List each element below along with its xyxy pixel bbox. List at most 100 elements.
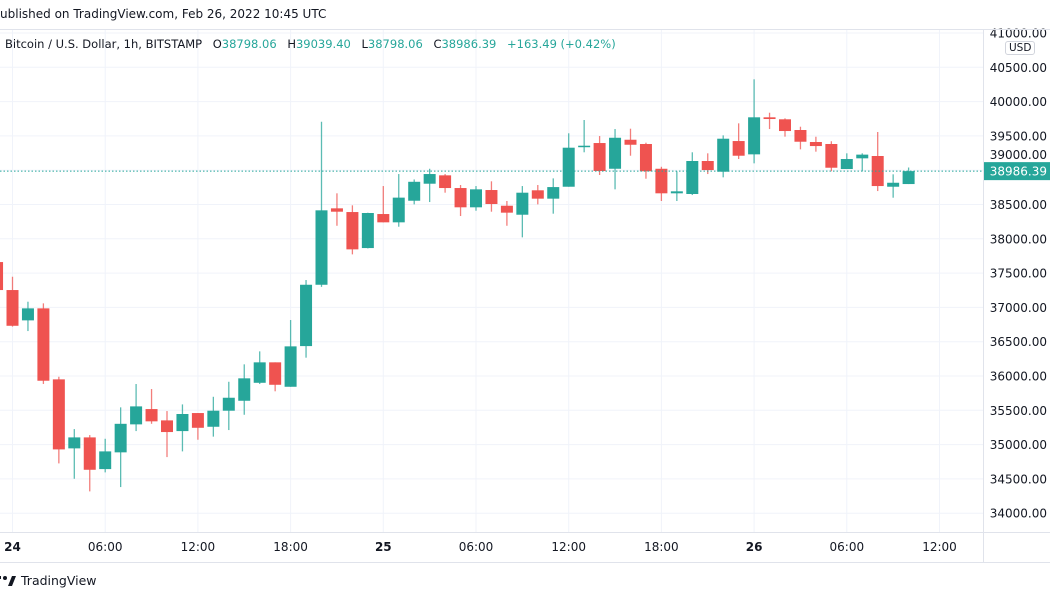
x-tick-label: 24 xyxy=(4,540,21,554)
x-tick-label: 12:00 xyxy=(181,540,216,554)
candle-body xyxy=(99,451,112,470)
candle-down xyxy=(655,166,668,202)
candle-body xyxy=(593,143,606,172)
candle-down xyxy=(377,186,390,223)
candle-body xyxy=(207,410,220,427)
candle-up xyxy=(748,79,761,164)
candle-body xyxy=(52,379,65,450)
candle-body xyxy=(840,159,853,170)
candle-down xyxy=(763,112,776,130)
candle-body xyxy=(763,117,776,120)
candle-body xyxy=(21,308,34,321)
y-tick-label: 37000.00 xyxy=(990,301,1047,315)
candle-down xyxy=(37,303,50,384)
candle-up xyxy=(670,171,683,202)
candle-body xyxy=(37,308,50,381)
divider xyxy=(0,29,1050,30)
candle-body xyxy=(377,214,390,223)
candle-up xyxy=(68,429,81,479)
footer-branding[interactable]: TradingView xyxy=(0,572,97,588)
x-tick-label: 06:00 xyxy=(830,540,865,554)
y-tick-label: 38000.00 xyxy=(990,232,1047,246)
candle-body xyxy=(748,117,761,155)
candle-body xyxy=(423,174,436,184)
candle-body xyxy=(887,182,900,187)
candle-body xyxy=(315,210,328,285)
candle-body xyxy=(624,139,637,145)
candle-body xyxy=(439,175,452,189)
high-value: 39039.40 xyxy=(295,37,351,51)
candle-down xyxy=(6,276,19,327)
candle-body xyxy=(346,212,359,250)
candle-down xyxy=(825,141,838,172)
candle-body xyxy=(562,147,575,187)
x-tick-label: 12:00 xyxy=(551,540,586,554)
candle-down xyxy=(145,389,158,424)
candle-down xyxy=(701,153,714,175)
candle-body xyxy=(871,155,884,187)
candle-body xyxy=(0,262,4,291)
candle-up xyxy=(284,320,297,387)
candle-down xyxy=(52,376,65,464)
candle-body xyxy=(670,191,683,194)
candle-down xyxy=(593,136,606,176)
candle-body xyxy=(176,414,189,432)
x-tick-label: 12:00 xyxy=(922,540,957,554)
x-tick-label: 18:00 xyxy=(273,540,308,554)
candle-body xyxy=(269,362,282,385)
candle-body xyxy=(717,138,730,172)
symbol-legend: Bitcoin / U.S. Dollar, 1h, BITSTAMP O387… xyxy=(5,37,616,51)
candle-body xyxy=(330,208,343,212)
close-value: 38986.39 xyxy=(441,37,497,51)
y-tick-label: 41000.00 xyxy=(990,27,1047,41)
candle-body xyxy=(732,141,745,156)
candle-up xyxy=(99,438,112,473)
candle-up xyxy=(21,301,34,332)
candle-down xyxy=(161,411,173,458)
currency-badge[interactable]: USD xyxy=(1005,41,1036,55)
candle-up xyxy=(392,174,405,227)
brand-name: TradingView xyxy=(21,573,97,588)
candle-up xyxy=(840,153,853,170)
candle-down xyxy=(454,185,467,217)
candle-body xyxy=(639,143,652,172)
candle-body xyxy=(547,187,560,199)
candle-down xyxy=(639,142,652,179)
candle-up xyxy=(408,179,421,205)
candle-down xyxy=(500,201,513,226)
y-tick-label: 35000.00 xyxy=(990,438,1047,452)
candle-up xyxy=(207,396,220,437)
candle-up xyxy=(856,153,869,172)
candle-up xyxy=(686,152,699,196)
candle-body xyxy=(578,145,591,148)
low-value: 38798.06 xyxy=(367,37,423,51)
x-tick-label: 25 xyxy=(375,540,392,554)
candle-body xyxy=(392,197,405,223)
candle-body xyxy=(500,205,513,213)
x-tick-label: 26 xyxy=(746,540,763,554)
candle-body xyxy=(83,437,96,470)
symbol-title: Bitcoin / U.S. Dollar, 1h, BITSTAMP xyxy=(5,37,203,51)
candle-body xyxy=(300,284,313,347)
candle-body xyxy=(6,290,19,326)
y-tick-label: 38500.00 xyxy=(990,198,1047,212)
candle-body xyxy=(145,409,158,422)
y-tick-label: 39000.00 xyxy=(990,148,1047,162)
candle-down xyxy=(794,126,807,150)
candle-up xyxy=(887,174,900,198)
candle-up xyxy=(176,404,189,452)
candle-up xyxy=(114,407,127,488)
candle-up xyxy=(562,133,575,187)
candle-body xyxy=(609,137,622,169)
candle-body xyxy=(238,378,251,401)
candle-down xyxy=(779,118,791,137)
candle-up xyxy=(717,135,730,178)
candle-body xyxy=(779,119,791,132)
candle-up xyxy=(609,129,622,190)
candle-down xyxy=(732,123,745,160)
candle-body xyxy=(253,362,266,383)
candle-body xyxy=(361,213,374,249)
tradingview-logo-icon xyxy=(0,575,16,586)
candle-up xyxy=(130,384,143,432)
